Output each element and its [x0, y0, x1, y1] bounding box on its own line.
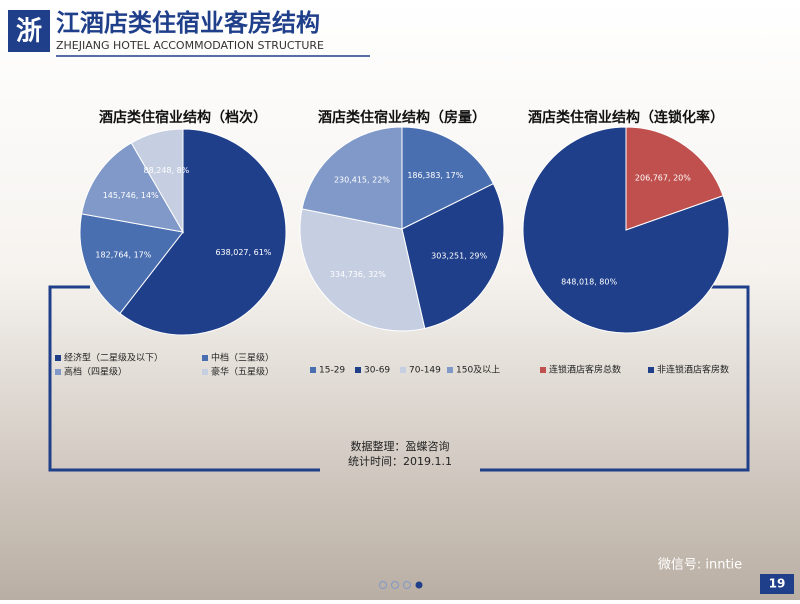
legend-swatch	[648, 367, 654, 373]
legend-swatch	[202, 355, 208, 361]
badge-box	[8, 10, 50, 52]
legend-label: 15-29	[319, 366, 345, 376]
badge: 浙	[16, 17, 42, 47]
page-box	[760, 574, 794, 594]
data-label: 638,027, 61%	[215, 248, 271, 257]
legend-label: 非连锁酒店客房数	[657, 364, 729, 376]
legend-label: 经济型（二星级及以下）	[64, 352, 163, 364]
legend-swatch	[55, 369, 61, 375]
pie-slice	[299, 208, 426, 332]
legend-label: 30-69	[364, 366, 390, 376]
source: 数据整理：盈蝶咨询	[351, 439, 450, 453]
legend-swatch	[355, 367, 361, 373]
legend-swatch	[202, 369, 208, 375]
dot	[391, 581, 399, 589]
pie-slice	[401, 126, 495, 230]
legend-swatch	[447, 367, 453, 373]
dot	[415, 581, 423, 589]
legend-label: 高档（四星级）	[64, 366, 127, 378]
legend-swatch	[310, 367, 316, 373]
date: 统计时间：2019.1.1	[348, 455, 452, 468]
dot	[403, 581, 411, 589]
pie-slice	[79, 213, 184, 315]
data-label: 182,764, 17%	[95, 250, 151, 259]
data-label: 334,736, 32%	[330, 270, 386, 279]
page-subtitle: ZHEJIANG HOTEL ACCOMMODATION STRUCTURE	[56, 39, 324, 52]
wechat: 微信号: inntie	[658, 558, 742, 573]
dot	[379, 581, 387, 589]
data-label: 206,767, 20%	[635, 173, 691, 182]
chart-title: 酒店类住宿业结构（连锁化率）	[528, 109, 724, 126]
legend-label: 中档（三星级）	[211, 352, 274, 364]
legend-label: 连锁酒店客房总数	[549, 364, 621, 376]
page-title: 江酒店类住宿业客房结构	[56, 9, 320, 37]
legend-swatch	[400, 367, 406, 373]
pie-slice	[301, 126, 403, 230]
data-label: 145,746, 14%	[103, 191, 159, 200]
legend-swatch	[540, 367, 546, 373]
chart-title: 酒店类住宿业结构（房量）	[318, 109, 486, 126]
pie-slice	[522, 126, 730, 334]
legend-swatch	[55, 355, 61, 361]
pie-slice	[81, 142, 184, 233]
pie-slice	[119, 128, 287, 336]
chart-title: 酒店类住宿业结构（档次）	[99, 109, 267, 126]
legend-label: 150及以上	[456, 365, 500, 376]
frame	[48, 285, 750, 472]
pie-slice	[130, 128, 184, 234]
legend-label: 豪华（五星级）	[211, 366, 274, 378]
data-label: 303,251, 29%	[431, 252, 487, 261]
page-number: 19	[769, 577, 786, 591]
data-label: 230,415, 22%	[334, 176, 390, 185]
data-label: 848,018, 80%	[561, 278, 617, 287]
data-label: 88,248, 8%	[144, 166, 190, 175]
legend-label: 70-149	[409, 366, 441, 376]
data-label: 186,383, 17%	[407, 171, 463, 180]
pie-slice	[401, 182, 505, 330]
